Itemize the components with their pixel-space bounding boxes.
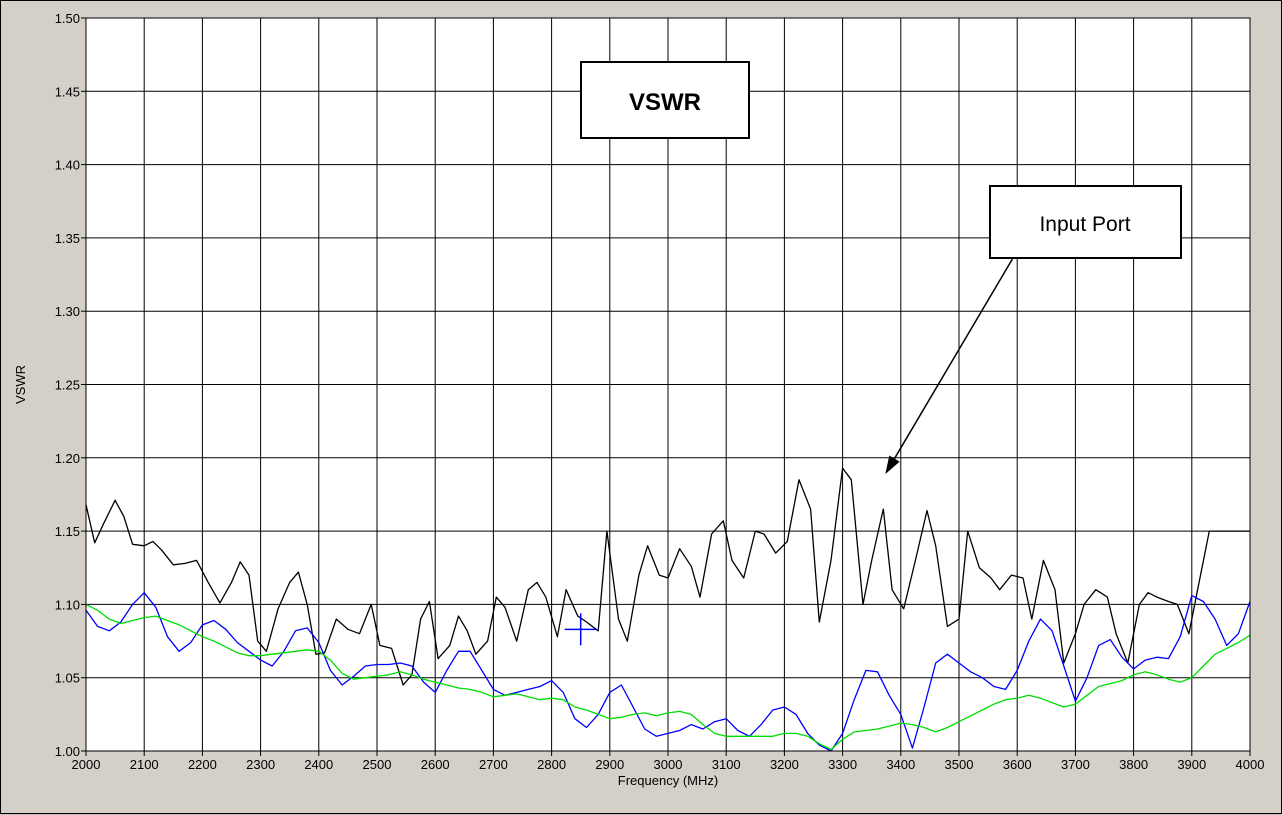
x-tick-label: 3400 [886, 757, 915, 772]
y-tick-label: 1.50 [55, 11, 80, 26]
x-tick-label: 4000 [1236, 757, 1265, 772]
series-line-2 [85, 592, 1251, 752]
annotation-arrowhead [885, 455, 900, 475]
y-tick-label: 1.35 [55, 231, 80, 246]
cursor-crosshair[interactable] [564, 613, 597, 646]
annotation-label: Input Port [1039, 213, 1130, 236]
x-tick-label: 3000 [654, 757, 683, 772]
x-tick-label: 2900 [595, 757, 624, 772]
y-tick-label: 1.15 [55, 524, 80, 539]
x-tick-label: 3900 [1177, 757, 1206, 772]
annotation-arrow [893, 257, 1014, 459]
x-tick-label: 3300 [828, 757, 857, 772]
title-box: VSWR [580, 61, 750, 139]
annotation-input-port: Input Port [885, 185, 1182, 475]
y-axis-label: VSWR [13, 365, 28, 404]
y-tick-label: 1.00 [55, 744, 80, 759]
x-tick-label: 3800 [1119, 757, 1148, 772]
y-tick-label: 1.05 [55, 671, 80, 686]
y-tick-label: 1.20 [55, 451, 80, 466]
y-tick-label: 1.45 [55, 84, 80, 99]
x-tick-label: 3100 [712, 757, 741, 772]
grid-lines [86, 18, 1250, 751]
x-tick-label: 2600 [421, 757, 450, 772]
x-tick-label: 3700 [1061, 757, 1090, 772]
x-axis-label: Frequency (MHz) [618, 773, 718, 788]
series-lines [85, 467, 1251, 752]
y-tick-label: 1.30 [55, 304, 80, 319]
x-tick-label: 2000 [72, 757, 101, 772]
x-tick-label: 3600 [1003, 757, 1032, 772]
x-tick-label: 2200 [188, 757, 217, 772]
series-line-3 [85, 603, 1251, 751]
y-tick-label: 1.40 [55, 158, 80, 173]
series-line-1 [85, 467, 1250, 686]
x-tick-label: 2100 [130, 757, 159, 772]
x-tick-label: 2300 [246, 757, 275, 772]
x-tick-label: 3200 [770, 757, 799, 772]
x-axis-ticks: 2000 2100 2200 2300 2400 2500 2600 2700 2800 2900… [72, 751, 1265, 772]
y-axis-ticks: 1.00 1.05 1.10 1.15 1.20 1.25 1.30 1.35 1.40 1.45… [55, 11, 86, 759]
x-tick-label: 2700 [479, 757, 508, 772]
y-tick-label: 1.10 [55, 597, 80, 612]
chart-title: VSWR [629, 89, 701, 116]
y-tick-label: 1.25 [55, 378, 80, 393]
x-tick-label: 2400 [304, 757, 333, 772]
x-tick-label: 2500 [363, 757, 392, 772]
x-tick-label: 2800 [537, 757, 566, 772]
x-tick-label: 3500 [945, 757, 974, 772]
